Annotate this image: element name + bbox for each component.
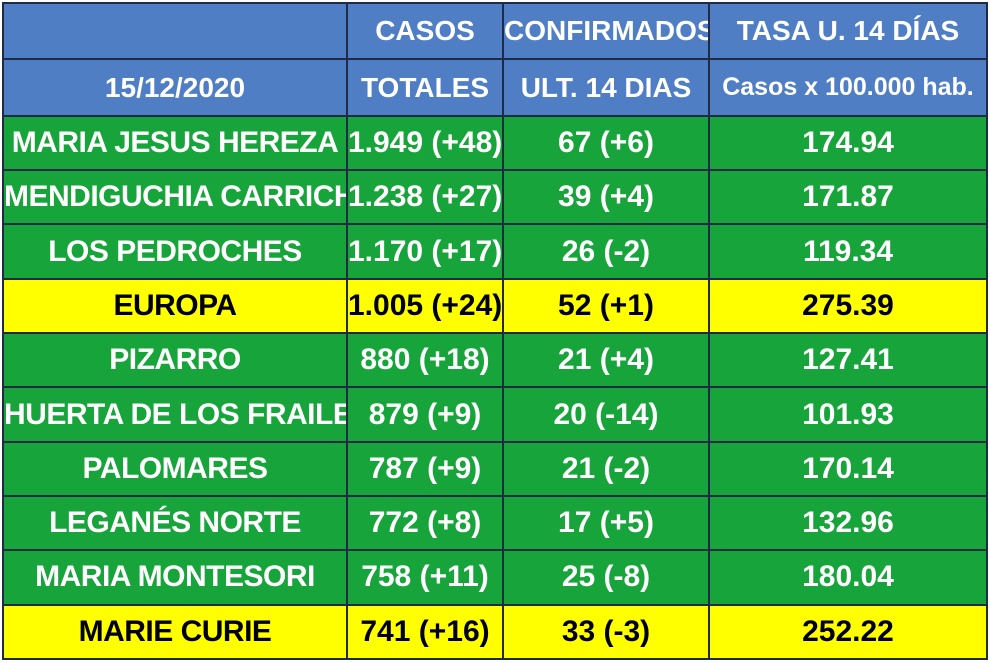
tasa-14-dias-cell: 171.87 xyxy=(708,169,988,226)
confirmados-ult-14-cell: 33 (-3) xyxy=(502,603,710,661)
table-row: MENDIGUCHIA CARRICHE 1.238 (+27) 39 (+4) 17… xyxy=(2,169,988,226)
confirmados-ult-14-cell: 39 (+4) xyxy=(502,169,710,226)
tasa-14-dias-cell: 170.14 xyxy=(708,440,988,498)
tasa-14-dias-cell: 252.22 xyxy=(708,603,988,661)
zone-name-cell: EUROPA xyxy=(2,277,348,335)
table-row: HUERTA DE LOS FRAILES 879 (+9) 20 (-14) 101… xyxy=(2,386,988,443)
zone-name-cell: LOS PEDROCHES xyxy=(2,223,348,280)
tasa-14-dias-cell: 119.34 xyxy=(708,223,988,280)
zone-name-cell: PIZARRO xyxy=(2,332,348,389)
tasa-14-dias-cell: 132.96 xyxy=(708,494,988,552)
confirmados-ult-14-cell: 21 (+4) xyxy=(502,332,710,389)
zone-name-cell: MARIE CURIE xyxy=(2,603,348,661)
confirmados-ult-14-cell: 17 (+5) xyxy=(502,494,710,552)
table-row: MARIA MONTESORI 758 (+11) 25 (-8) 180.04 xyxy=(2,549,988,606)
table-row: MARIA JESUS HEREZA 1.949 (+48) 67 (+6) 174.… xyxy=(2,114,988,172)
tasa-14-dias-cell: 275.39 xyxy=(708,277,988,335)
tasa-14-dias-cell: 180.04 xyxy=(708,549,988,606)
header-date: 15/12/2020 xyxy=(2,58,348,117)
table-row: PALOMARES 787 (+9) 21 (-2) 170.14 xyxy=(2,440,988,498)
header-casos: CASOS xyxy=(346,1,504,61)
casos-totales-cell: 1.005 (+24) xyxy=(346,277,504,335)
casos-totales-cell: 758 (+11) xyxy=(346,549,504,606)
zone-name-cell: LEGANÉS NORTE xyxy=(2,494,348,552)
tasa-14-dias-cell: 101.93 xyxy=(708,386,988,443)
casos-totales-cell: 787 (+9) xyxy=(346,440,504,498)
casos-totales-cell: 1.949 (+48) xyxy=(346,114,504,172)
header-row-2: 15/12/2020 TOTALES ULT. 14 DIAS Casos x … xyxy=(2,58,988,117)
table-row: LEGANÉS NORTE 772 (+8) 17 (+5) 132.96 xyxy=(2,494,988,552)
table-row: EUROPA 1.005 (+24) 52 (+1) 275.39 xyxy=(2,277,988,335)
confirmados-ult-14-cell: 20 (-14) xyxy=(502,386,710,443)
table-row: LOS PEDROCHES 1.170 (+17) 26 (-2) 119.34 xyxy=(2,223,988,280)
header-totales: TOTALES xyxy=(346,58,504,117)
tasa-14-dias-cell: 127.41 xyxy=(708,332,988,389)
confirmados-ult-14-cell: 67 (+6) xyxy=(502,114,710,172)
confirmados-ult-14-cell: 21 (-2) xyxy=(502,440,710,498)
header-ult-14-dias: ULT. 14 DIAS xyxy=(502,58,710,117)
zone-name-cell: MENDIGUCHIA CARRICHE xyxy=(2,169,348,226)
casos-totales-cell: 1.238 (+27) xyxy=(346,169,504,226)
zone-name-cell: MARIA JESUS HEREZA xyxy=(2,114,348,172)
casos-totales-cell: 879 (+9) xyxy=(346,386,504,443)
casos-totales-cell: 880 (+18) xyxy=(346,332,504,389)
header-row-1: CASOS CONFIRMADOS TASA U. 14 DÍAS xyxy=(2,1,988,61)
table-row: MARIE CURIE 741 (+16) 33 (-3) 252.22 xyxy=(2,603,988,661)
casos-totales-cell: 1.170 (+17) xyxy=(346,223,504,280)
header-confirmados: CONFIRMADOS xyxy=(502,1,710,61)
header-blank-cell xyxy=(2,1,348,61)
confirmados-ult-14-cell: 26 (-2) xyxy=(502,223,710,280)
casos-totales-cell: 741 (+16) xyxy=(346,603,504,661)
zone-name-cell: HUERTA DE LOS FRAILES xyxy=(2,386,348,443)
tasa-14-dias-cell: 174.94 xyxy=(708,114,988,172)
table-row: PIZARRO 880 (+18) 21 (+4) 127.41 xyxy=(2,332,988,389)
header-tasa: TASA U. 14 DÍAS xyxy=(708,1,988,61)
zone-name-cell: PALOMARES xyxy=(2,440,348,498)
casos-totales-cell: 772 (+8) xyxy=(346,494,504,552)
confirmados-ult-14-cell: 25 (-8) xyxy=(502,549,710,606)
header-casos-por-100000: Casos x 100.000 hab. xyxy=(708,58,988,117)
zone-name-cell: MARIA MONTESORI xyxy=(2,549,348,606)
confirmados-ult-14-cell: 52 (+1) xyxy=(502,277,710,335)
